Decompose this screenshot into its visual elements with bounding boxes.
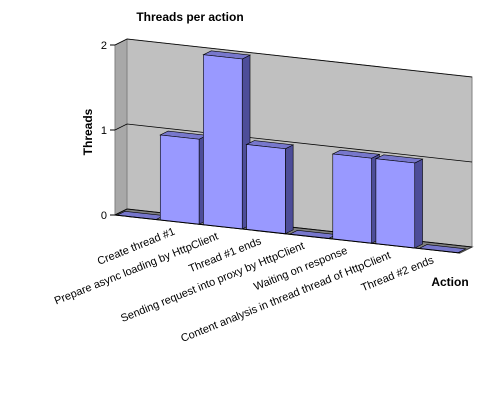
y-axis-title: Threads <box>81 108 95 155</box>
y-tick-label: 1 <box>101 125 107 137</box>
grid-line <box>114 123 473 163</box>
chart-title: Threads per action <box>136 10 243 24</box>
bar <box>375 158 416 249</box>
bar <box>159 134 200 225</box>
x-axis <box>114 214 461 254</box>
bar <box>332 153 372 244</box>
y-tick-label: 0 <box>101 210 107 222</box>
bar <box>203 54 243 230</box>
y-tick-label: 2 <box>101 40 107 52</box>
bar-side <box>285 144 294 235</box>
bar-side <box>414 158 423 249</box>
grid-line <box>114 38 473 78</box>
bar <box>246 144 286 235</box>
x-axis-title: Action <box>431 275 468 289</box>
